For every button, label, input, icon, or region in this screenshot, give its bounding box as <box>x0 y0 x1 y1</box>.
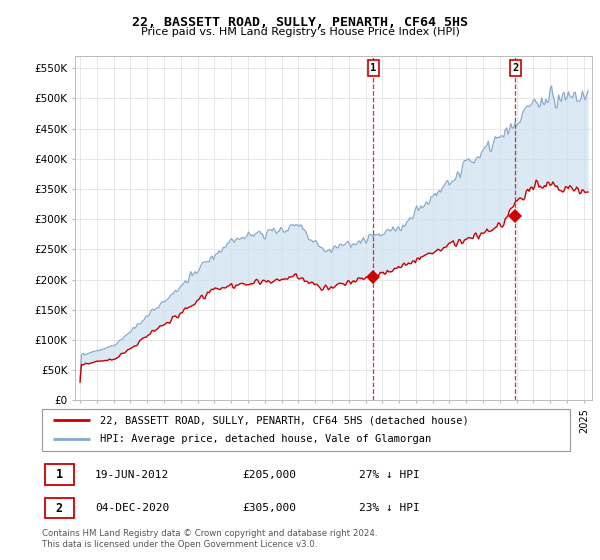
Text: 1: 1 <box>56 468 63 481</box>
Text: 23% ↓ HPI: 23% ↓ HPI <box>359 503 419 513</box>
Text: £305,000: £305,000 <box>242 503 296 513</box>
Text: 2: 2 <box>56 502 63 515</box>
Text: 22, BASSETT ROAD, SULLY, PENARTH, CF64 5HS (detached house): 22, BASSETT ROAD, SULLY, PENARTH, CF64 5… <box>100 415 469 425</box>
Text: 1: 1 <box>370 63 377 73</box>
Text: 2: 2 <box>512 63 518 73</box>
Text: 19-JUN-2012: 19-JUN-2012 <box>95 470 169 480</box>
Text: HPI: Average price, detached house, Vale of Glamorgan: HPI: Average price, detached house, Vale… <box>100 435 431 445</box>
Text: Price paid vs. HM Land Registry's House Price Index (HPI): Price paid vs. HM Land Registry's House … <box>140 27 460 37</box>
Bar <box>44 498 74 519</box>
Text: 04-DEC-2020: 04-DEC-2020 <box>95 503 169 513</box>
Text: £205,000: £205,000 <box>242 470 296 480</box>
Text: 22, BASSETT ROAD, SULLY, PENARTH, CF64 5HS: 22, BASSETT ROAD, SULLY, PENARTH, CF64 5… <box>132 16 468 29</box>
Bar <box>44 464 74 485</box>
Text: Contains HM Land Registry data © Crown copyright and database right 2024.
This d: Contains HM Land Registry data © Crown c… <box>42 529 377 549</box>
Text: 27% ↓ HPI: 27% ↓ HPI <box>359 470 419 480</box>
